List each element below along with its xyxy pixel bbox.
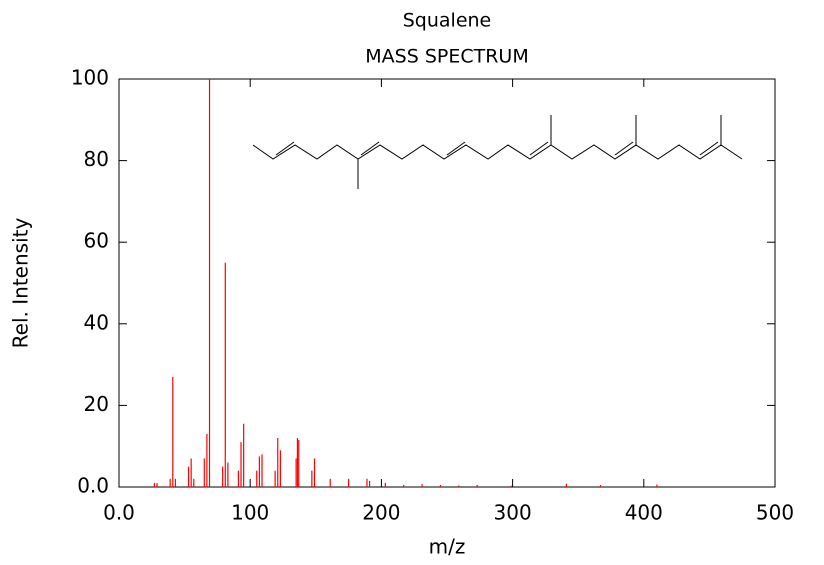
plot-frame xyxy=(118,78,776,488)
x-tick-label: 0.0 xyxy=(103,501,135,525)
x-tick-label: 100 xyxy=(231,501,269,525)
x-tick-label: 400 xyxy=(625,501,663,525)
structure xyxy=(252,115,743,189)
y-tick-label: 20 xyxy=(84,392,109,416)
x-axis-label: m/z xyxy=(429,535,466,559)
chart-subtitle: MASS SPECTRUM xyxy=(365,46,528,68)
x-tick-label: 300 xyxy=(494,501,532,525)
x-tick-label: 500 xyxy=(756,501,794,525)
y-tick-label: 80 xyxy=(84,147,109,171)
y-tick-label: 100 xyxy=(71,66,109,90)
y-axis-label: Rel. Intensity xyxy=(9,218,33,349)
y-tick-label: 40 xyxy=(84,310,109,334)
y-tick-label: 0.0 xyxy=(77,474,109,498)
x-tick-label: 200 xyxy=(362,501,400,525)
chart-title: Squalene xyxy=(403,10,492,32)
y-tick-label: 60 xyxy=(84,229,109,253)
